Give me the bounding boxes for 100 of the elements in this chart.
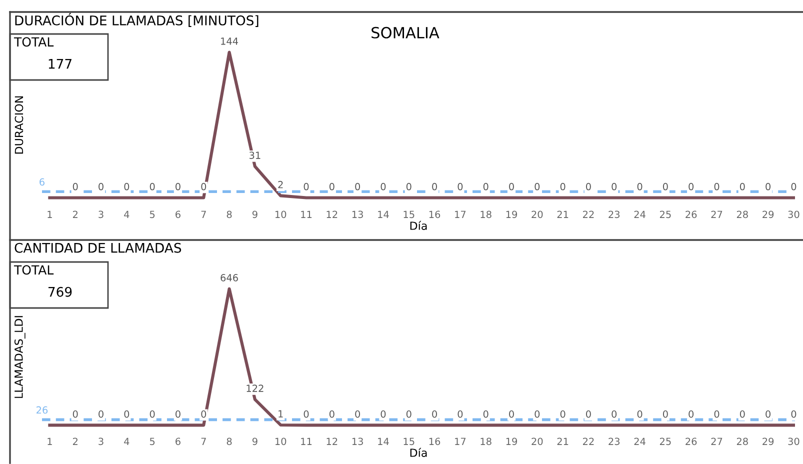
data-label: 0 (740, 182, 745, 190)
data-label: 0 (355, 410, 360, 418)
x-tick-label: 23 (608, 210, 620, 218)
x-tick-label: 27 (711, 438, 722, 445)
data-label: 0 (98, 182, 104, 190)
data-label: 0 (304, 182, 309, 190)
x-tick-label: 20 (532, 210, 543, 218)
data-label: 0 (329, 410, 334, 418)
x-tick-label: 4 (124, 438, 130, 445)
chart-title: DURACIÓN DE LLAMADAS [MINUTOS] (15, 13, 258, 27)
data-label: 0 (560, 182, 566, 190)
annotation: 177 (48, 59, 72, 69)
data-label: 0 (201, 182, 206, 190)
data-label: 0 (98, 410, 104, 418)
x-tick-label: 29 (762, 438, 774, 446)
data-label: 2 (278, 180, 283, 188)
x-tick-label: 18 (480, 438, 492, 446)
x-tick-label: 30 (788, 438, 800, 446)
x-tick-label: 12 (326, 210, 338, 218)
data-label: 0 (509, 410, 514, 418)
x-tick-label: 3 (98, 438, 104, 446)
data-label: 0 (483, 410, 488, 418)
data-label: 1 (278, 410, 283, 418)
data-label: 0 (176, 182, 180, 190)
x-tick-label: 7 (201, 438, 206, 445)
chart-subtitle: SOMALIA (372, 26, 440, 38)
ref-line-label: 6 (40, 178, 44, 186)
x-tick-label: 11 (301, 210, 312, 218)
x-tick-label: 26 (686, 438, 697, 446)
x-tick-label: 26 (686, 210, 697, 218)
data-label: 144 (221, 38, 238, 45)
x-tick-label: 6 (176, 210, 180, 218)
x-tick-label: 10 (275, 210, 286, 218)
data-label: 0 (150, 182, 155, 190)
data-label: 0 (791, 182, 796, 190)
data-label: 0 (740, 410, 745, 418)
data-label: 0 (662, 182, 668, 190)
ref-line-label: 26 (36, 406, 48, 414)
data-label: 0 (766, 182, 771, 190)
x-tick-label: 3 (98, 210, 104, 218)
data-label: 0 (176, 410, 180, 418)
data-label: 0 (329, 182, 334, 190)
x-tick-label: 6 (176, 438, 180, 446)
x-axis-title: Día (410, 220, 427, 230)
x-tick-label: 8 (226, 438, 232, 446)
x-tick-label: 17 (455, 438, 466, 445)
data-label: 0 (791, 410, 796, 418)
data-label: 0 (406, 182, 412, 190)
x-tick-label: 5 (150, 210, 155, 218)
data-label: 0 (688, 410, 694, 418)
data-label: 0 (586, 410, 591, 418)
data-label: 0 (586, 182, 591, 190)
data-label: 0 (714, 410, 720, 418)
data-label: 0 (380, 182, 386, 190)
data-label: 0 (406, 410, 412, 418)
text: TOTAL (14, 265, 54, 275)
x-tick-label: 29 (762, 210, 774, 218)
x-tick-label: 25 (660, 210, 671, 218)
x-tick-label: 28 (736, 210, 748, 218)
data-label: 0 (432, 182, 437, 190)
x-tick-label: 4 (124, 210, 130, 218)
x-tick-label: 14 (378, 210, 389, 218)
x-tick-label: 17 (455, 210, 466, 218)
data-label: 0 (380, 410, 386, 418)
data-label: 0 (612, 182, 617, 190)
data-label: 0 (534, 410, 540, 418)
x-tick-label: 12 (326, 438, 338, 445)
data-label: 0 (534, 182, 540, 190)
x-tick-label: 5 (150, 438, 155, 446)
data-label: 0 (714, 182, 720, 190)
data-label: 0 (612, 410, 617, 418)
data-label: 0 (509, 182, 514, 190)
x-tick-label: 24 (634, 438, 646, 445)
data-label: 0 (662, 410, 668, 418)
data-label: 0 (637, 182, 642, 190)
x-tick-label: 21 (557, 438, 568, 445)
annotation: 769 (48, 286, 72, 297)
x-tick-label: 13 (352, 438, 363, 446)
x-tick-label: 9 (252, 438, 258, 446)
x-tick-label: 22 (582, 210, 594, 218)
x-tick-label: 30 (788, 210, 800, 218)
data-label: 646 (220, 274, 238, 282)
x-tick-label: 14 (378, 438, 389, 445)
data-label: 0 (72, 182, 78, 190)
x-tick-label: 16 (429, 438, 440, 446)
data-label: 0 (150, 410, 155, 418)
x-tick-label: 13 (352, 210, 363, 218)
x-axis-title: Día (410, 448, 427, 457)
x-tick-label: 21 (557, 210, 568, 218)
x-tick-label: 11 (301, 438, 312, 445)
x-tick-label: 25 (660, 438, 671, 446)
data-label: 0 (355, 182, 360, 190)
x-tick-label: 16 (429, 210, 440, 218)
data-label: 0 (458, 182, 463, 190)
x-tick-label: 24 (634, 210, 646, 218)
data-label: 0 (72, 410, 78, 418)
x-tick-label: 22 (582, 438, 594, 445)
chart-title: CANTIDAD DE LLAMADAS (14, 242, 182, 253)
data-label: 0 (432, 410, 437, 418)
data-label: 0 (124, 182, 130, 190)
